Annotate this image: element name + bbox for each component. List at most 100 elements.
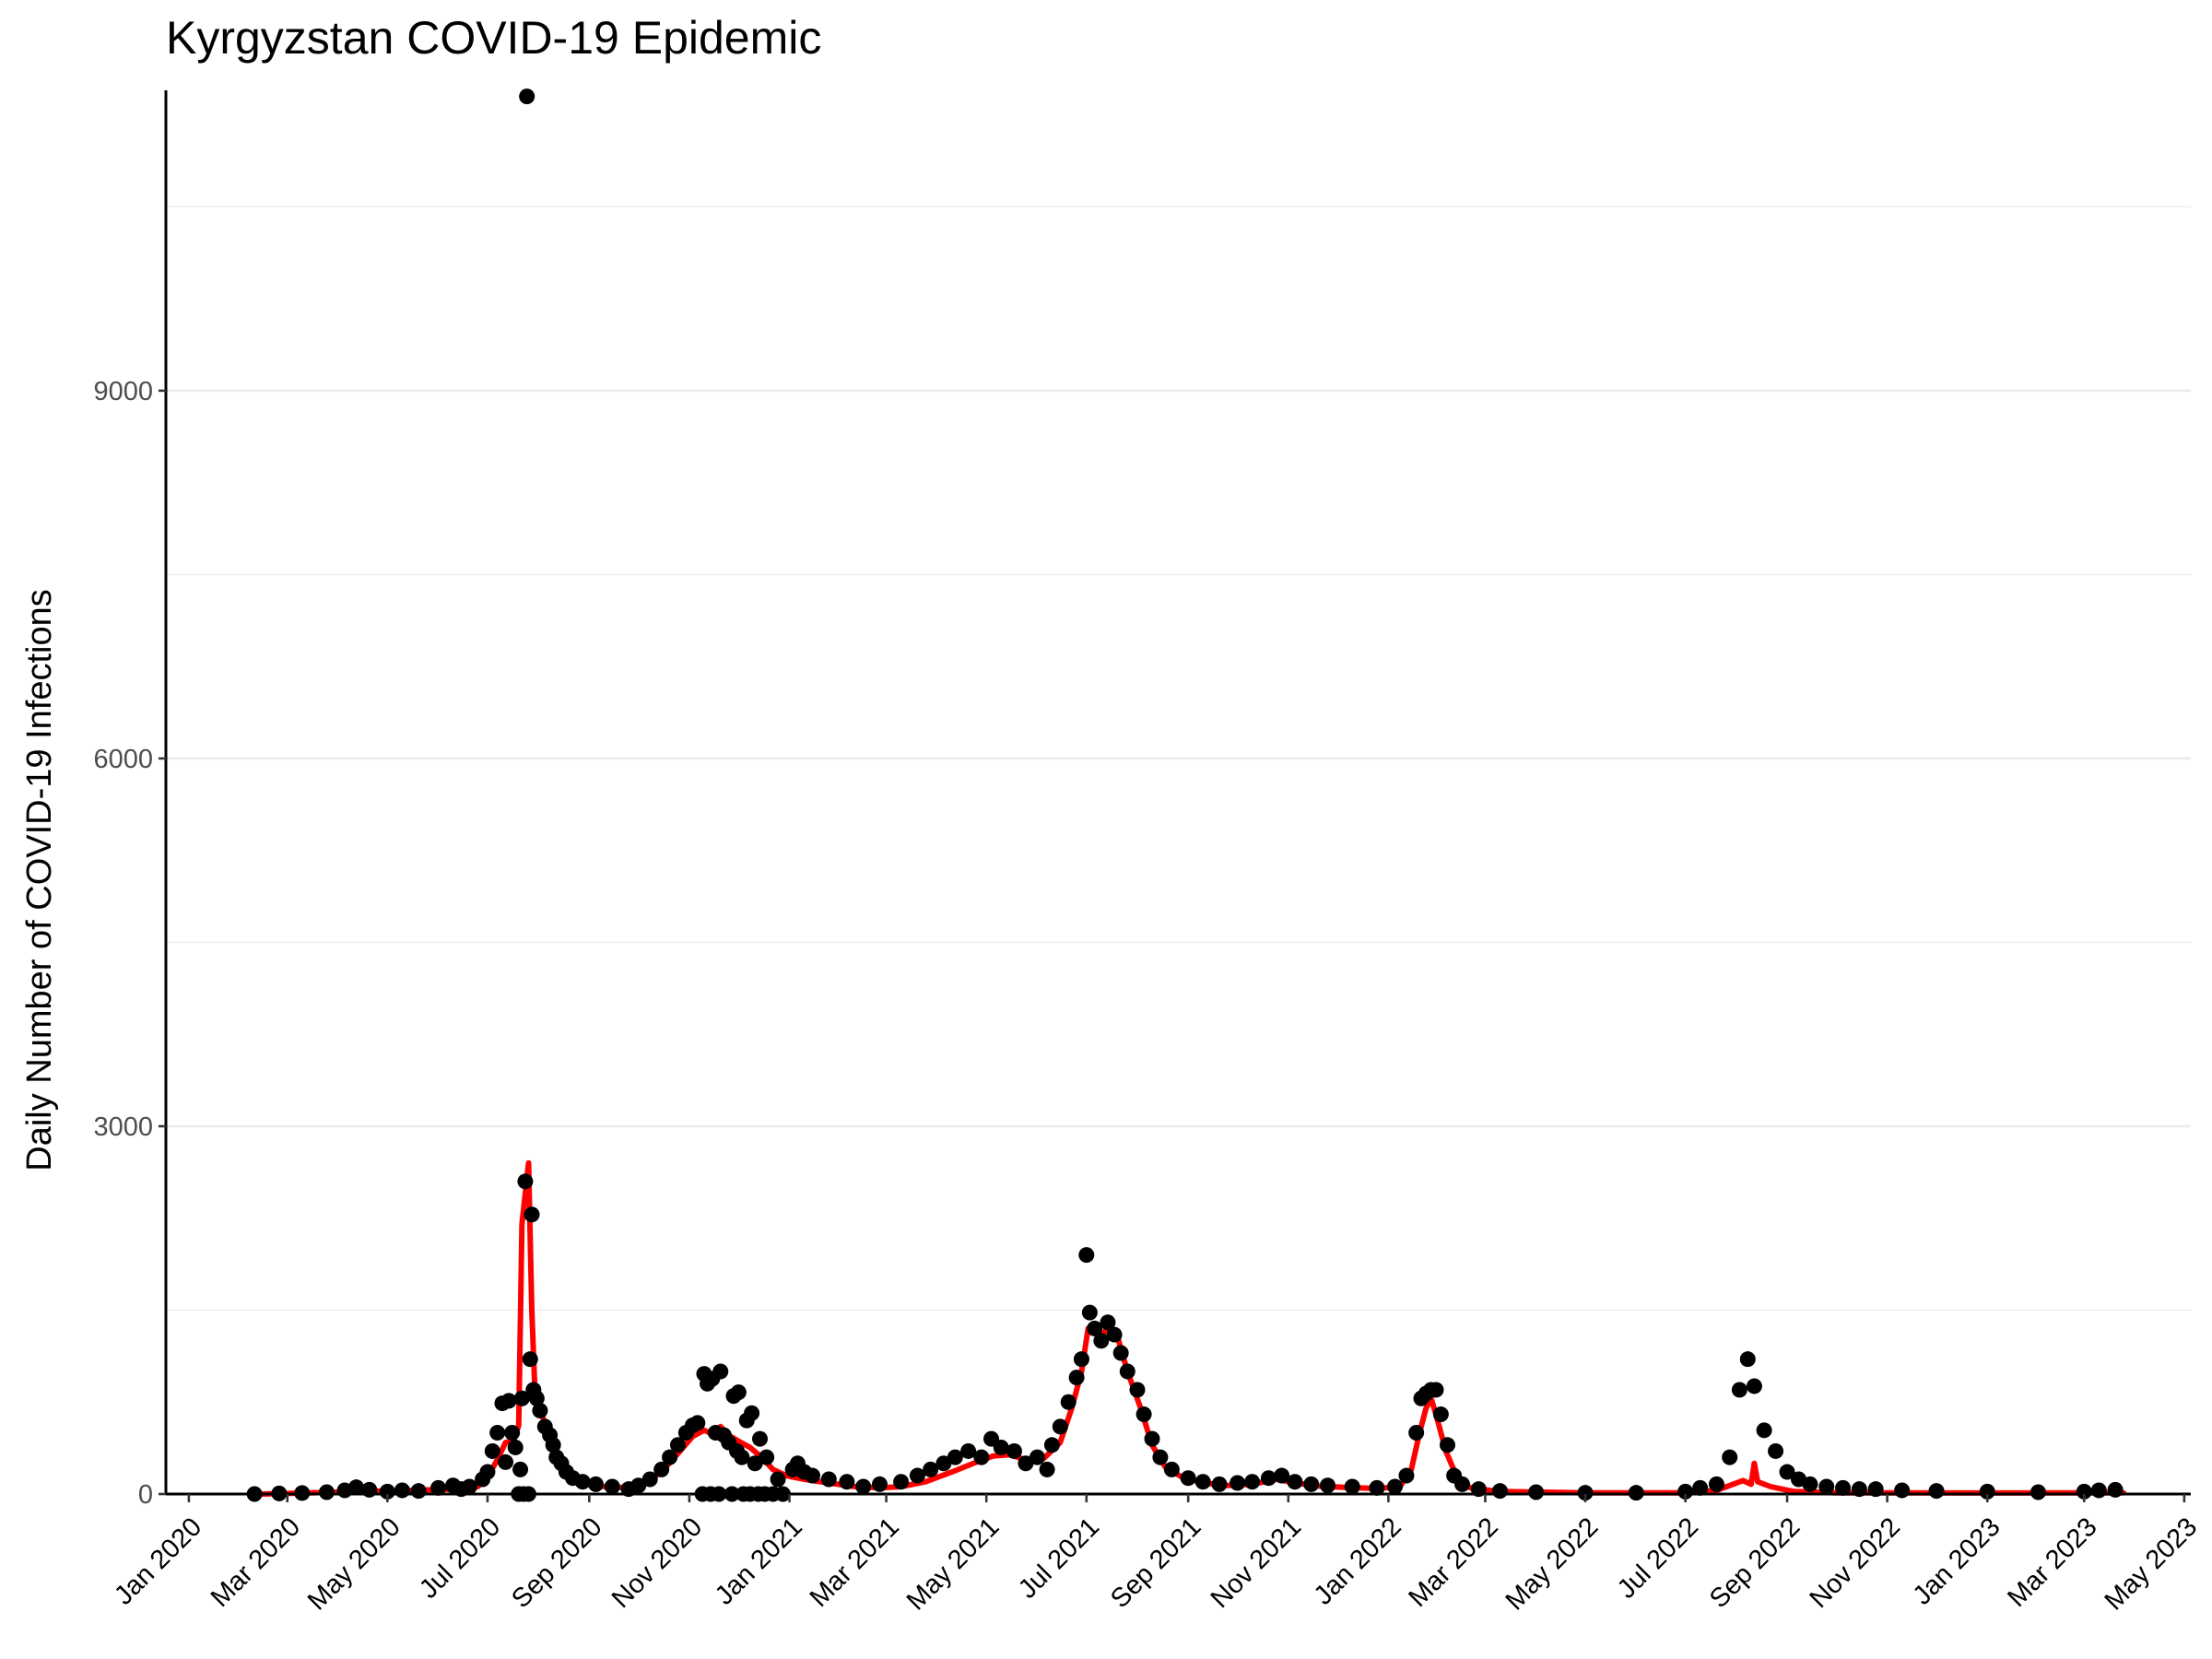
x-tick-label: Sep 2021	[1105, 1512, 1206, 1614]
data-point	[410, 1483, 427, 1500]
x-tick-label: May 2020	[302, 1512, 406, 1617]
data-point	[669, 1437, 686, 1453]
data-point	[804, 1467, 820, 1484]
x-tick-label: Jul 2020	[414, 1512, 506, 1605]
data-point	[1006, 1442, 1022, 1459]
data-point	[839, 1474, 855, 1490]
data-point	[1387, 1478, 1404, 1495]
data-point	[1093, 1333, 1110, 1349]
x-tick-label: Jan 2020	[109, 1512, 207, 1611]
data-point	[1779, 1464, 1795, 1480]
data-point	[1369, 1479, 1385, 1496]
data-point	[960, 1442, 977, 1459]
data-point	[1078, 1247, 1095, 1264]
data-point	[973, 1449, 990, 1465]
data-point	[689, 1415, 706, 1431]
data-point	[519, 88, 535, 105]
data-point	[479, 1464, 496, 1480]
data-point	[1112, 1345, 1129, 1361]
data-point	[1979, 1483, 1995, 1500]
data-point	[1722, 1449, 1738, 1465]
data-point	[1802, 1476, 1818, 1492]
x-tick-label: Nov 2020	[606, 1512, 708, 1614]
data-point	[1039, 1461, 1055, 1477]
data-point	[1768, 1442, 1784, 1459]
data-point	[1739, 1351, 1756, 1368]
data-point	[1244, 1474, 1261, 1490]
data-point	[662, 1449, 678, 1465]
data-point	[1043, 1437, 1060, 1453]
data-point	[947, 1449, 963, 1465]
y-axis-ticks: 0 3000 6000 9000	[93, 377, 166, 1510]
data-point	[513, 1390, 530, 1406]
axes	[164, 90, 2191, 1496]
data-point	[871, 1476, 888, 1492]
data-point	[1029, 1449, 1045, 1465]
y-tick-label: 9000	[93, 377, 153, 406]
data-point	[909, 1467, 925, 1484]
data-point	[504, 1424, 521, 1441]
data-point	[517, 1173, 534, 1190]
data-point	[500, 1393, 517, 1409]
x-tick-label: Nov 2022	[1805, 1512, 1906, 1614]
data-point	[430, 1479, 447, 1496]
data-point	[752, 1430, 769, 1447]
x-tick-label: Mar 2022	[1404, 1512, 1504, 1613]
gridlines	[166, 206, 2191, 1312]
x-tick-label: May 2023	[2100, 1512, 2204, 1617]
data-point	[1756, 1422, 1772, 1439]
data-point	[1106, 1326, 1123, 1343]
fitted-line-series	[260, 1159, 2126, 1497]
data-point	[1731, 1382, 1747, 1398]
data-point	[1708, 1476, 1724, 1492]
data-point	[489, 1424, 506, 1441]
data-point	[1068, 1370, 1085, 1386]
data-point	[379, 1483, 395, 1500]
data-point	[770, 1471, 786, 1488]
data-point	[855, 1478, 872, 1495]
chart-title: Kyrgyzstan COVID-19 Epidemic	[166, 12, 821, 64]
data-point	[730, 1384, 747, 1401]
data-point	[1100, 1314, 1116, 1331]
data-point	[522, 1351, 538, 1368]
fitted-line	[260, 1159, 2126, 1497]
data-point	[641, 1471, 658, 1488]
y-tick-label: 6000	[93, 745, 153, 774]
data-point	[759, 1449, 775, 1465]
data-point	[1320, 1477, 1336, 1494]
data-point	[1180, 1470, 1196, 1487]
data-point	[1260, 1470, 1277, 1487]
x-tick-label: Mar 2020	[206, 1512, 306, 1613]
data-point	[1144, 1430, 1160, 1447]
data-point	[1073, 1351, 1089, 1368]
data-point	[2090, 1482, 2107, 1499]
data-point	[893, 1474, 910, 1490]
data-point	[2076, 1483, 2092, 1500]
data-point	[1928, 1483, 1945, 1500]
data-point	[524, 1206, 540, 1223]
data-point	[1439, 1437, 1455, 1453]
data-point	[935, 1455, 952, 1472]
data-point	[574, 1474, 591, 1490]
data-point	[1081, 1304, 1098, 1321]
data-point	[630, 1477, 647, 1494]
data-point	[734, 1449, 750, 1465]
y-tick-label: 3000	[93, 1112, 153, 1142]
data-point	[318, 1484, 335, 1500]
data-point	[1052, 1418, 1068, 1435]
data-point	[1894, 1482, 1911, 1499]
data-point	[498, 1453, 514, 1470]
x-tick-label: Mar 2023	[2002, 1512, 2102, 1613]
data-point	[1692, 1479, 1709, 1496]
x-tick-label: Jan 2021	[710, 1512, 808, 1611]
y-axis-label: Daily Number of COVID-19 Infections	[20, 589, 59, 1171]
data-point	[1060, 1394, 1077, 1410]
data-point	[528, 1390, 545, 1406]
data-point	[1408, 1424, 1425, 1441]
data-point	[512, 1461, 529, 1477]
observed-points-series	[246, 88, 2124, 1502]
x-tick-label: May 2022	[1500, 1512, 1605, 1617]
data-point	[1135, 1406, 1152, 1423]
data-point	[993, 1439, 1009, 1455]
x-tick-label: Jul 2021	[1013, 1512, 1105, 1605]
